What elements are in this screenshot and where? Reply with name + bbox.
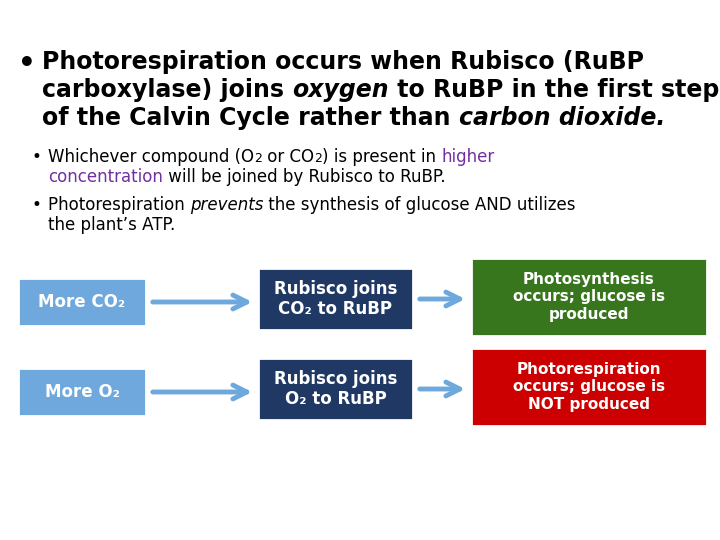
Text: More O₂: More O₂ xyxy=(45,383,120,401)
Text: 2: 2 xyxy=(254,152,262,165)
Text: ) is present in: ) is present in xyxy=(322,148,441,166)
Text: concentration: concentration xyxy=(48,168,163,186)
Text: to RuBP in the first step: to RuBP in the first step xyxy=(389,78,719,102)
Text: higher: higher xyxy=(441,148,494,166)
FancyBboxPatch shape xyxy=(258,358,413,420)
Text: Photosynthesis
occurs; glucose is
produced: Photosynthesis occurs; glucose is produc… xyxy=(513,272,665,322)
Text: Rubisco joins
CO₂ to RuBP: Rubisco joins CO₂ to RuBP xyxy=(274,280,397,319)
FancyBboxPatch shape xyxy=(471,348,707,426)
Text: oxygen: oxygen xyxy=(292,78,389,102)
Text: the synthesis of glucose AND utilizes: the synthesis of glucose AND utilizes xyxy=(264,196,576,214)
Text: will be joined by Rubisco to RuBP.: will be joined by Rubisco to RuBP. xyxy=(163,168,446,186)
FancyBboxPatch shape xyxy=(471,258,707,336)
Text: carbon dioxide.: carbon dioxide. xyxy=(459,106,665,130)
Text: Photorespiration: Photorespiration xyxy=(48,196,190,214)
Text: Rubisco joins
O₂ to RuBP: Rubisco joins O₂ to RuBP xyxy=(274,369,397,408)
Text: •: • xyxy=(18,50,36,78)
Text: or CO: or CO xyxy=(262,148,314,166)
Text: •: • xyxy=(32,196,42,214)
Text: 2: 2 xyxy=(314,152,322,165)
Text: Photorespiration occurs when Rubisco (RuBP: Photorespiration occurs when Rubisco (Ru… xyxy=(42,50,644,74)
FancyBboxPatch shape xyxy=(18,278,146,326)
Text: the plant’s ATP.: the plant’s ATP. xyxy=(48,216,175,234)
Text: Photorespiration
occurs; glucose is
NOT produced: Photorespiration occurs; glucose is NOT … xyxy=(513,362,665,412)
Text: More CO₂: More CO₂ xyxy=(38,293,125,311)
Text: of the Calvin Cycle rather than: of the Calvin Cycle rather than xyxy=(42,106,459,130)
FancyBboxPatch shape xyxy=(18,368,146,416)
Text: prevents: prevents xyxy=(190,196,264,214)
Text: carboxylase) joins: carboxylase) joins xyxy=(42,78,292,102)
Text: •: • xyxy=(32,148,42,166)
FancyBboxPatch shape xyxy=(258,268,413,330)
Text: Whichever compound (O: Whichever compound (O xyxy=(48,148,254,166)
